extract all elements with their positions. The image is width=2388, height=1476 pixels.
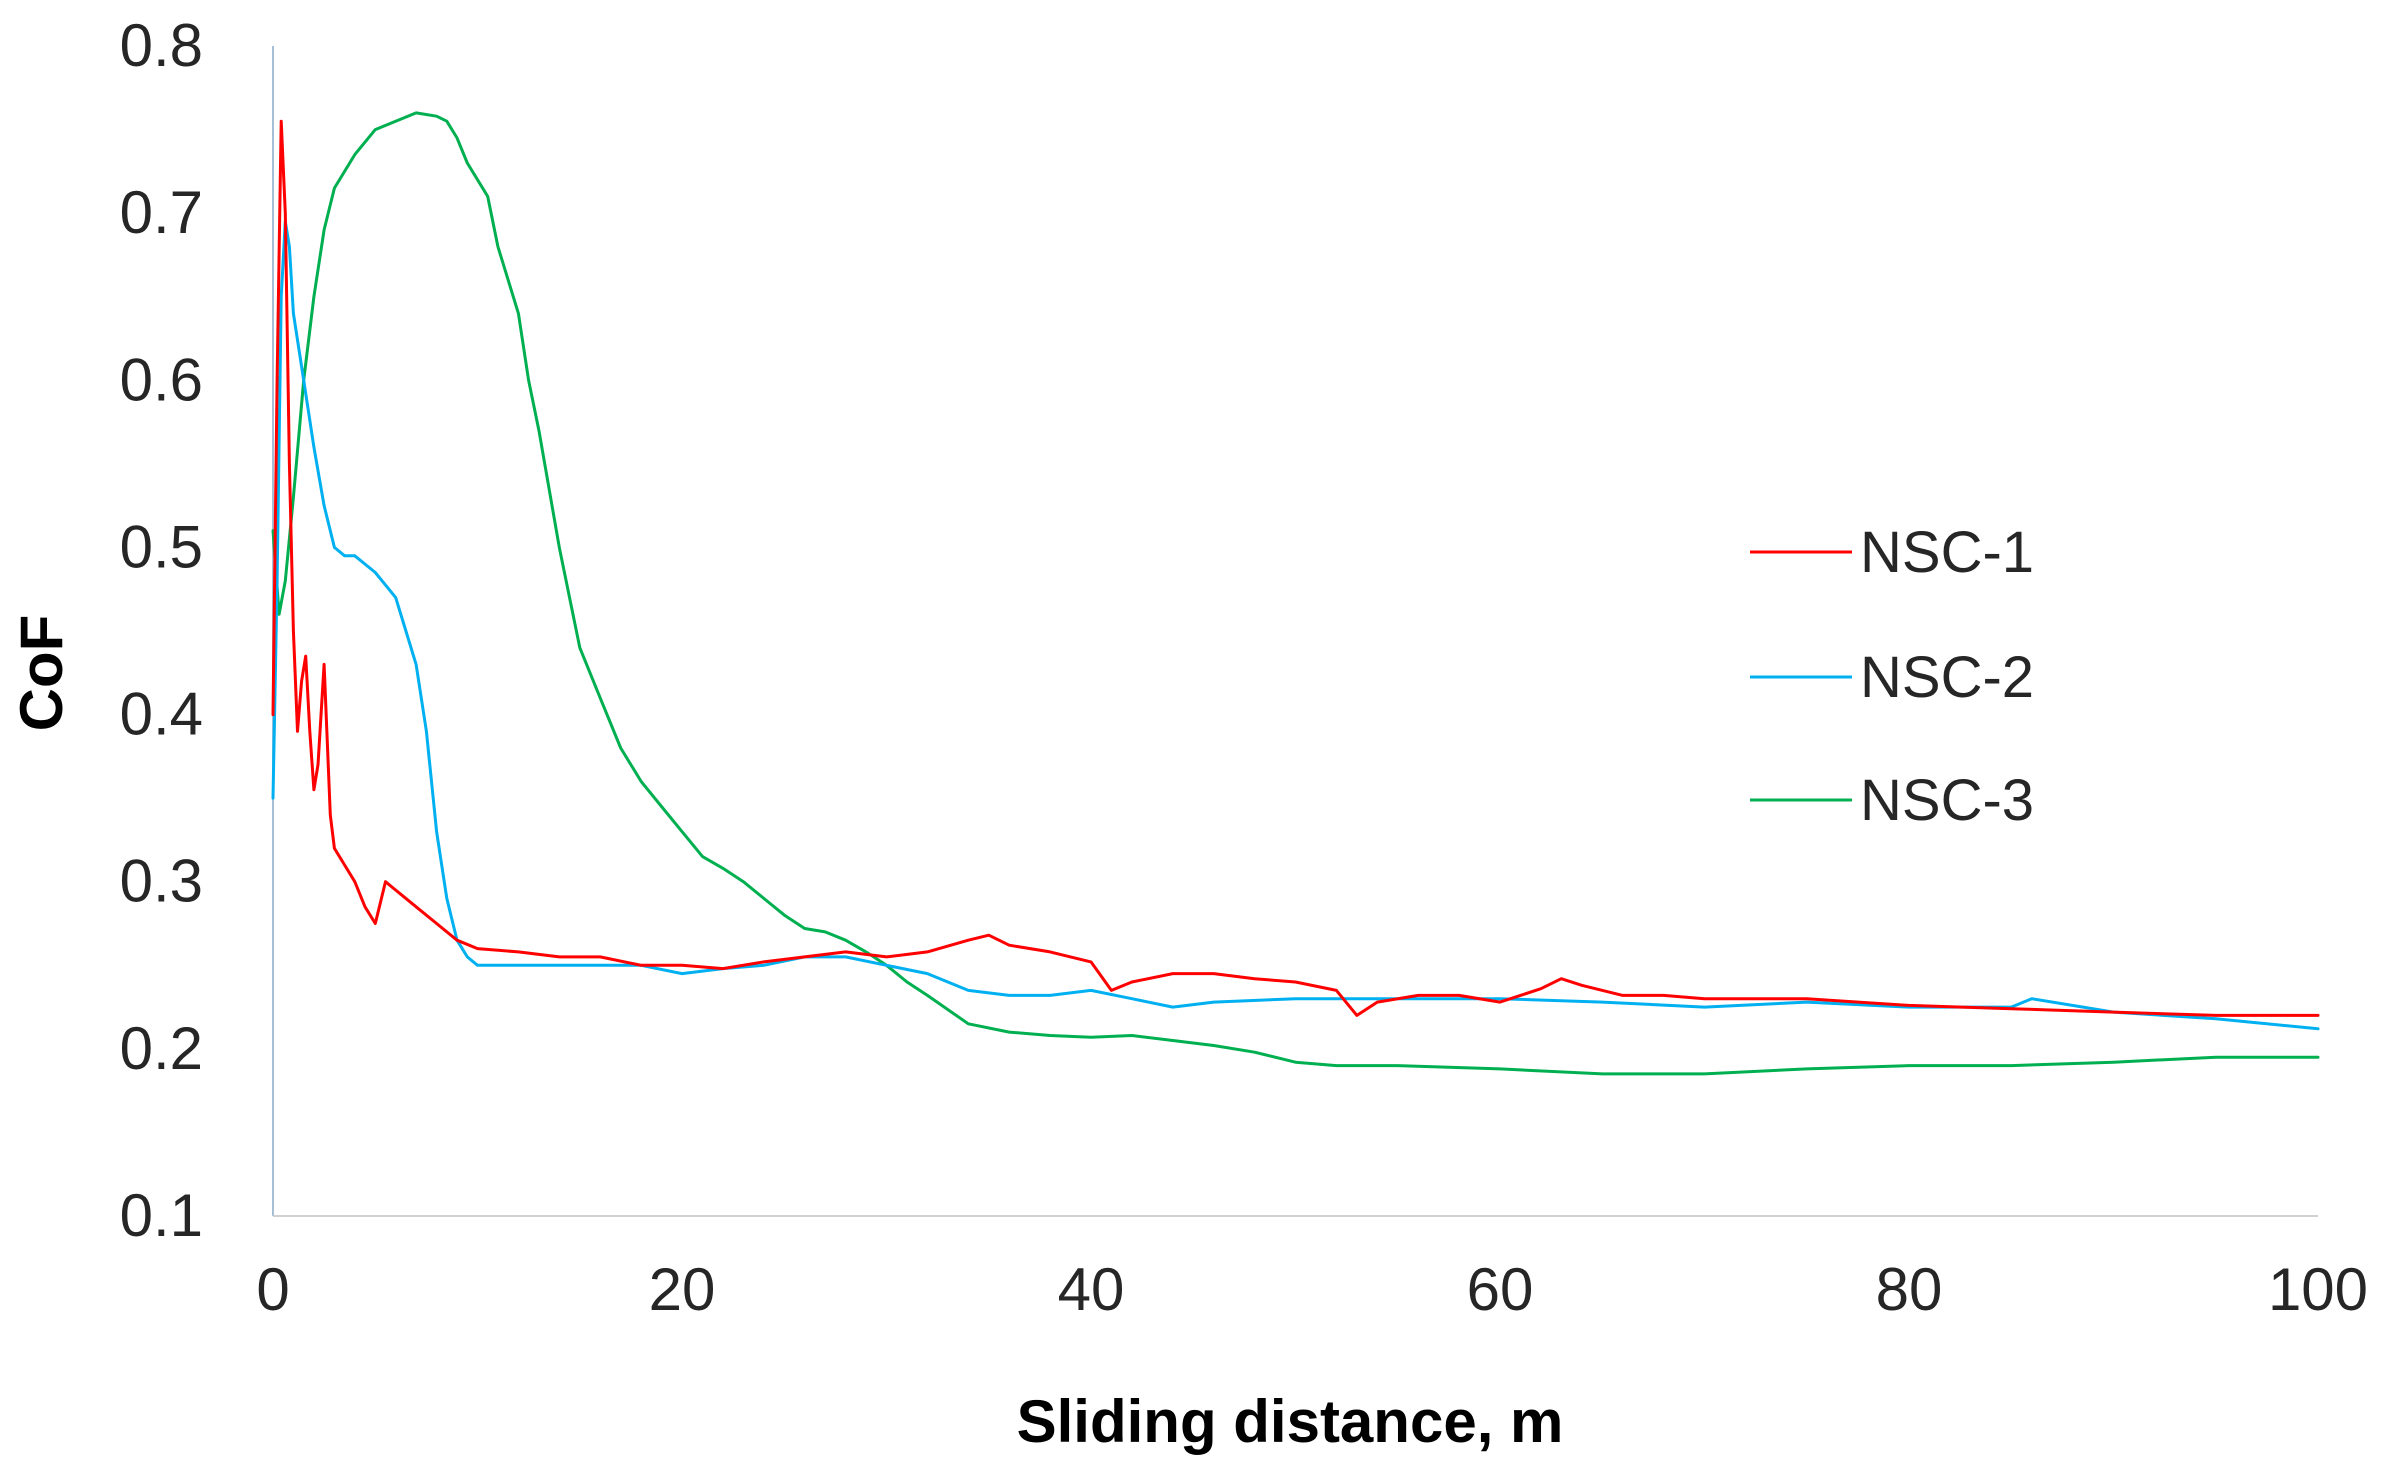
x-tick-label: 80: [1876, 1256, 1943, 1323]
series-line-nsc-3: [271, 111, 2320, 1076]
series-line-nsc-1: [271, 119, 2320, 1017]
legend-label-nsc-3: NSC-3: [1860, 768, 2034, 833]
y-tick-label: 0.3: [120, 848, 203, 915]
x-tick-label: 20: [649, 1256, 716, 1323]
y-tick-label: 0.7: [120, 179, 203, 246]
y-tick-label: 0.4: [120, 681, 203, 748]
series-line-nsc-2: [271, 220, 2320, 1031]
x-tick-label: 40: [1058, 1256, 1125, 1323]
y-tick-label: 0.5: [120, 513, 203, 580]
x-tick-label: 0: [256, 1256, 289, 1323]
y-tick-label: 0.1: [120, 1182, 203, 1249]
legend-label-nsc-2: NSC-2: [1860, 645, 2034, 710]
x-axis-title: Sliding distance, m: [1017, 1388, 1564, 1455]
x-tick-label: 100: [2268, 1256, 2368, 1323]
y-axis-title: CoF: [8, 615, 75, 732]
legend: NSC-1 NSC-2 NSC-3: [1750, 520, 2034, 833]
y-tick-label: 0.2: [120, 1015, 203, 1082]
legend-label-nsc-1: NSC-1: [1860, 520, 2034, 585]
x-tick-labels: 0 20 40 60 80 100: [256, 1256, 2368, 1323]
y-tick-label: 0.8: [120, 12, 203, 79]
y-tick-label: 0.6: [120, 346, 203, 413]
y-tick-labels: 0.1 0.2 0.3 0.4 0.5 0.6 0.7 0.8: [120, 12, 203, 1249]
series-layer: [271, 111, 2320, 1076]
x-tick-label: 60: [1467, 1256, 1534, 1323]
